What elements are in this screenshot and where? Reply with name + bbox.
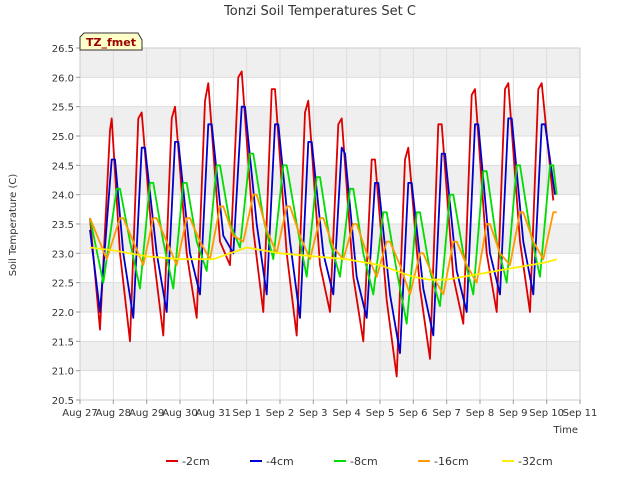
- legend: -2cm -4cm -8cm -16cm -32cm: [166, 455, 553, 468]
- x-axis-label: Time: [553, 425, 578, 436]
- y-tick-label: 26.5: [52, 44, 74, 55]
- x-tick-label: Sep 9: [499, 408, 527, 419]
- y-tick-label: 26.0: [52, 73, 74, 84]
- legend-label: -8cm: [350, 455, 378, 468]
- site-badge-box: [79, 32, 143, 51]
- x-tick-label: Aug 27: [62, 408, 97, 419]
- x-tick-label: Aug 28: [96, 408, 131, 419]
- grid-band: [80, 341, 580, 371]
- series-line-2cm: [89, 70, 555, 378]
- site-badge-label: TZ_fmet: [86, 36, 136, 49]
- series-line-16cm: [89, 193, 557, 296]
- y-axis-label: Soil Temperature (C): [8, 174, 19, 277]
- legend-label: -16cm: [434, 455, 469, 468]
- x-tick-label: Aug 31: [196, 408, 231, 419]
- y-tick-label: 23.0: [52, 249, 74, 260]
- series-line-4cm: [89, 105, 556, 355]
- legend-label: -4cm: [266, 455, 294, 468]
- x-tick-label: Sep 6: [399, 408, 427, 419]
- site-badge: TZ_fmet: [79, 32, 143, 51]
- y-tick-label: 25.5: [52, 103, 74, 114]
- y-tick-label: 25.0: [52, 132, 74, 143]
- y-tick-label: 20.5: [52, 396, 74, 407]
- grid-band: [80, 48, 580, 78]
- y-tick-label: 23.5: [52, 220, 74, 231]
- x-tick-label: Sep 10: [529, 408, 564, 419]
- legend-label: -32cm: [518, 455, 553, 468]
- plot-bands: [80, 48, 580, 371]
- x-tick-label: Sep 8: [466, 408, 494, 419]
- chart-title: Tonzi Soil Temperatures Set C: [223, 4, 416, 19]
- grid-band: [80, 106, 580, 136]
- x-tick-label: Sep 7: [432, 408, 460, 419]
- grid-band: [80, 165, 580, 195]
- y-tick-label: 21.5: [52, 337, 74, 348]
- series-line-8cm: [89, 152, 558, 325]
- y-tick-label: 22.0: [52, 308, 74, 319]
- series-lines: [89, 70, 558, 378]
- series-line-32cm: [89, 246, 557, 281]
- x-tick-label: Sep 3: [299, 408, 327, 419]
- x-tick-label: Aug 29: [129, 408, 164, 419]
- y-tick-label: 21.0: [52, 367, 74, 378]
- x-tick-label: Sep 1: [232, 408, 260, 419]
- x-tick-label: Aug 30: [162, 408, 197, 419]
- y-tick-label: 24.0: [52, 191, 74, 202]
- x-tick-label: Sep 5: [366, 408, 394, 419]
- x-tick-label: Sep 2: [266, 408, 294, 419]
- y-axis-ticks: 20.5 21.0 21.5 22.0 22.5 23.0 23.5 24.0 24.5 25.0…: [52, 44, 80, 407]
- y-tick-label: 24.5: [52, 161, 74, 172]
- x-tick-label: Sep 11: [563, 408, 598, 419]
- legend-label: -2cm: [182, 455, 210, 468]
- y-tick-label: 22.5: [52, 279, 74, 290]
- x-tick-label: Sep 4: [332, 408, 360, 419]
